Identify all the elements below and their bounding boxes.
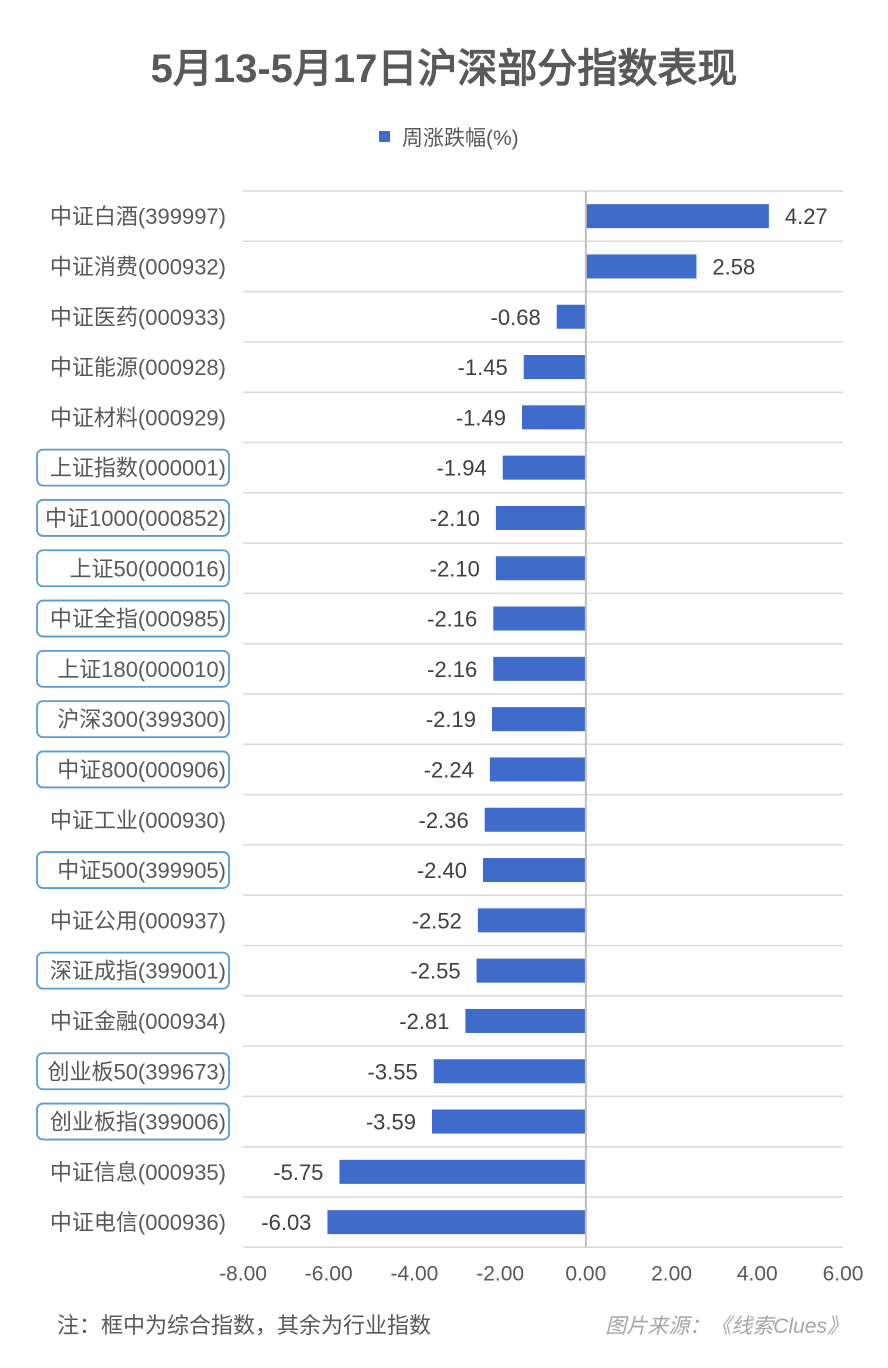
category-labels: 中证白酒(399997) 中证消费(000932) 中证医药(000933) 中证能源…	[45, 204, 226, 1235]
bar	[556, 304, 586, 329]
category-label: 上证50(000016)	[69, 556, 226, 581]
bar	[493, 656, 586, 681]
data-label: -2.24	[424, 757, 474, 782]
footnote: 注：框中为综合指数，其余为行业指数	[57, 1313, 431, 1338]
data-label: -2.10	[430, 556, 480, 581]
legend-label: 周涨跌幅(%)	[402, 127, 519, 150]
bar	[339, 1159, 586, 1184]
category-label: 创业板50(399673)	[47, 1059, 226, 1084]
data-label: -2.55	[410, 959, 460, 984]
category-label: 中证白酒(399997)	[50, 204, 226, 229]
data-label: -1.49	[456, 405, 506, 430]
category-label: 中证全指(000985)	[50, 607, 226, 632]
category-label: 中证500(399905)	[57, 858, 226, 883]
bar	[585, 204, 769, 229]
bars	[327, 204, 769, 1235]
x-tick-label: 2.00	[651, 1262, 692, 1285]
data-label: -2.52	[412, 908, 462, 933]
x-axis-ticks: -8.00 -6.00 -4.00 -2.00 0.00 2.00 4.00 6.00	[219, 1262, 863, 1285]
data-label: -3.59	[366, 1110, 416, 1135]
x-tick-label: -4.00	[390, 1262, 438, 1285]
bar	[495, 556, 586, 581]
data-label: -3.55	[368, 1059, 418, 1084]
bar	[327, 1210, 586, 1235]
composite-index-box	[36, 649, 230, 688]
bar	[484, 807, 586, 832]
composite-index-box	[36, 700, 230, 739]
data-label: -2.10	[430, 506, 480, 531]
x-tick-label: -8.00	[219, 1262, 267, 1285]
category-label: 中证工业(000930)	[50, 808, 226, 833]
composite-index-box	[36, 499, 230, 537]
bar	[465, 1008, 586, 1033]
data-label: -1.45	[458, 355, 508, 380]
data-label: -2.19	[426, 707, 476, 732]
bar	[493, 606, 586, 631]
composite-index-box	[36, 1052, 230, 1091]
chart-title: 5月13-5月17日沪深部分指数表现	[151, 47, 738, 91]
x-tick-label: 6.00	[823, 1262, 864, 1285]
category-label: 中证1000(000852)	[45, 506, 226, 531]
bar	[492, 707, 586, 732]
category-label: 中证能源(000928)	[50, 355, 226, 380]
x-tick-label: 4.00	[737, 1262, 778, 1285]
composite-index-box	[36, 448, 230, 487]
image-source: 图片来源：《线索Clues》	[605, 1315, 848, 1338]
value-labels: 4.27 2.58 -0.68 -1.45 -1.49 -1.94 -2.10 -2.10 -2…	[261, 204, 827, 1235]
x-tick-label: -6.00	[305, 1262, 353, 1285]
category-label: 上证180(000010)	[57, 657, 226, 682]
bar	[483, 858, 586, 883]
data-label: 4.27	[785, 204, 828, 229]
data-label: -1.94	[437, 456, 487, 481]
category-label: 沪深300(399300)	[57, 707, 226, 732]
composite-index-box	[36, 951, 230, 990]
data-label: -0.68	[491, 305, 541, 330]
composite-index-box	[36, 549, 230, 588]
category-label: 中证医药(000933)	[50, 305, 226, 330]
data-label: -2.36	[419, 808, 469, 833]
category-label: 中证金融(000934)	[50, 1009, 226, 1034]
data-label: -2.81	[399, 1009, 449, 1034]
bar	[495, 505, 586, 530]
data-label: 2.58	[712, 254, 755, 279]
x-tick-label: 0.00	[565, 1262, 606, 1285]
x-tick-label: -2.00	[476, 1262, 524, 1285]
data-label: -2.16	[427, 657, 477, 682]
category-label: 深证成指(399001)	[50, 959, 226, 984]
category-label: 中证信息(000935)	[50, 1160, 226, 1185]
bar	[432, 1109, 586, 1134]
bar	[477, 908, 586, 933]
category-label: 中证材料(000929)	[50, 405, 226, 430]
legend: 周涨跌幅(%)	[379, 127, 519, 150]
bar	[523, 355, 586, 380]
composite-index-box	[36, 1102, 230, 1141]
bar	[489, 757, 586, 782]
bar	[502, 455, 586, 480]
category-label: 中证公用(000937)	[50, 908, 226, 933]
category-label: 中证800(000906)	[57, 757, 226, 782]
legend-swatch	[379, 131, 390, 142]
category-label: 中证电信(000936)	[50, 1210, 226, 1235]
data-label: -2.40	[417, 858, 467, 883]
bar	[522, 405, 586, 430]
category-label: 上证指数(000001)	[50, 456, 226, 481]
data-label: -6.03	[261, 1210, 311, 1235]
grid-lines	[243, 190, 843, 1249]
composite-index-boxes	[36, 448, 230, 1141]
data-label: -5.75	[273, 1160, 323, 1185]
category-label: 创业板指(399006)	[50, 1110, 226, 1135]
bar	[433, 1059, 586, 1084]
composite-index-box	[36, 851, 230, 889]
composite-index-box	[36, 750, 230, 789]
data-label: -2.16	[427, 607, 477, 632]
bar	[585, 254, 697, 279]
bar	[476, 958, 586, 983]
category-label: 中证消费(000932)	[50, 254, 226, 279]
composite-index-box	[36, 599, 230, 638]
